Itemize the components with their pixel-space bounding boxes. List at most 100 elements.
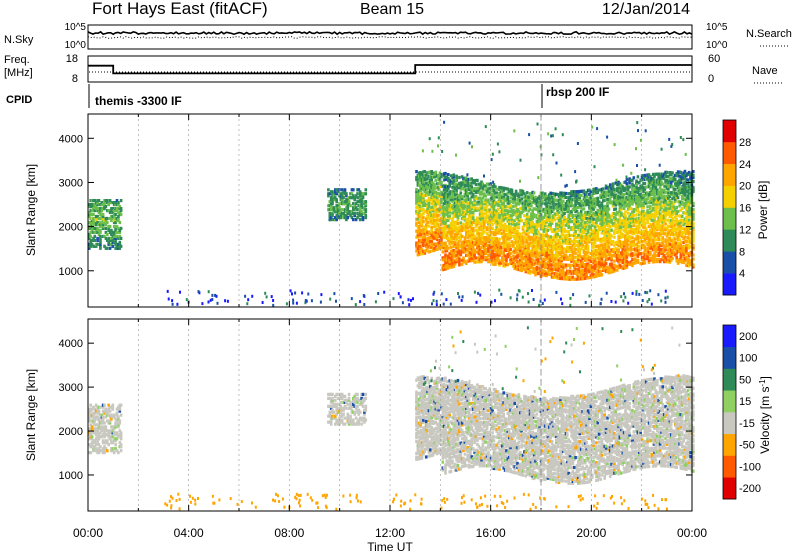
heatmap-cell [491, 185, 494, 189]
heatmap-cell [537, 262, 540, 266]
heatmap-cell [582, 217, 586, 221]
heatmap-cell [556, 212, 559, 216]
heatmap-cell [622, 266, 626, 270]
heatmap-cell [524, 260, 528, 264]
heatmap-cell [545, 234, 548, 238]
heatmap-cell [553, 234, 557, 238]
heatmap-cell [556, 252, 559, 256]
heatmap-cell [621, 233, 624, 237]
heatmap-cell [480, 190, 483, 194]
heatmap-cell [531, 208, 534, 212]
heatmap-cell [352, 188, 355, 192]
heatmap-cell [545, 250, 548, 254]
heatmap-cell [489, 236, 493, 240]
heatmap-cell [534, 273, 537, 277]
heatmap-cell [442, 216, 446, 220]
heatmap-cell [101, 220, 105, 225]
heatmap-cell [548, 239, 551, 243]
heatmap-cell [535, 253, 539, 257]
heatmap-cell [488, 254, 492, 258]
heatmap-cell [431, 217, 435, 221]
heatmap-cell [484, 248, 487, 252]
heatmap-cell [502, 224, 505, 228]
heatmap-cell [458, 249, 461, 253]
heatmap-cell [521, 209, 525, 213]
heatmap-cell [603, 210, 606, 214]
heatmap-cell [462, 244, 465, 248]
heatmap-cell [559, 262, 562, 267]
heatmap-cell [507, 249, 511, 253]
heatmap-cell [437, 199, 440, 203]
heatmap-cell [502, 212, 505, 216]
heatmap-cell [519, 250, 522, 254]
heatmap-cell [608, 219, 612, 223]
heatmap-cell [527, 271, 530, 275]
heatmap-cell [492, 197, 496, 201]
heatmap-cell [465, 208, 468, 212]
heatmap-cell [463, 228, 467, 232]
heatmap-cell [459, 253, 463, 257]
heatmap-cell [99, 203, 102, 207]
heatmap-cell [513, 219, 516, 223]
heatmap-cell [419, 246, 422, 250]
heatmap-cell [108, 246, 112, 250]
heatmap-cell [449, 180, 453, 184]
heatmap-cell [586, 234, 590, 238]
heatmap-cell [430, 241, 433, 245]
heatmap-cell [584, 195, 587, 199]
heatmap-cell [358, 218, 362, 222]
heatmap-cell [530, 222, 533, 226]
heatmap-cell [431, 207, 435, 211]
heatmap-cell [495, 241, 498, 245]
heatmap-cell [563, 229, 566, 233]
heatmap-cell [592, 191, 595, 195]
heatmap-cell [581, 207, 584, 211]
heatmap-cell [597, 188, 601, 192]
heatmap-cell [110, 232, 113, 236]
heatmap-cell [578, 243, 582, 247]
heatmap-cell [471, 211, 475, 215]
heatmap-cell [506, 199, 510, 203]
heatmap-cell [94, 222, 98, 227]
heatmap-cell [575, 263, 579, 267]
heatmap-cell [347, 212, 351, 216]
heatmap-cell [532, 215, 536, 219]
heatmap-cell [615, 195, 619, 199]
heatmap-cell [559, 201, 562, 205]
heatmap-cell [512, 196, 515, 201]
heatmap-cell [593, 249, 597, 253]
heatmap-cell [422, 230, 425, 234]
heatmap-cell [502, 192, 505, 196]
heatmap-cell [596, 244, 600, 248]
heatmap-cell [560, 209, 564, 213]
heatmap-cell [507, 251, 511, 255]
heatmap-cell [606, 215, 609, 220]
heatmap-cell [88, 210, 91, 215]
heatmap-cell [437, 241, 440, 245]
heatmap-cell [480, 242, 483, 246]
heatmap-cell [557, 207, 561, 211]
heatmap-cell [622, 216, 626, 220]
heatmap-cell [480, 184, 483, 188]
heatmap-cell [517, 236, 521, 240]
heatmap-cell [600, 221, 604, 225]
heatmap-cell [338, 202, 341, 206]
heatmap-cell [340, 202, 344, 206]
heatmap-cell [607, 199, 611, 203]
heatmap-cell [566, 235, 569, 239]
heatmap-cell [89, 244, 92, 248]
heatmap-cell [596, 224, 600, 228]
heatmap-cell [470, 223, 474, 227]
heatmap-cell [415, 197, 418, 201]
heatmap-cell [585, 216, 588, 221]
heatmap-cell [624, 222, 627, 226]
heatmap-cell [478, 260, 482, 264]
heatmap-cell [537, 258, 540, 262]
heatmap-cell [478, 216, 482, 220]
heatmap-cell [611, 224, 615, 228]
heatmap-cell [427, 184, 431, 188]
heatmap-cell [492, 199, 496, 203]
heatmap-cell [577, 241, 580, 245]
heatmap-cell [114, 207, 117, 211]
heatmap-cell [592, 207, 595, 211]
